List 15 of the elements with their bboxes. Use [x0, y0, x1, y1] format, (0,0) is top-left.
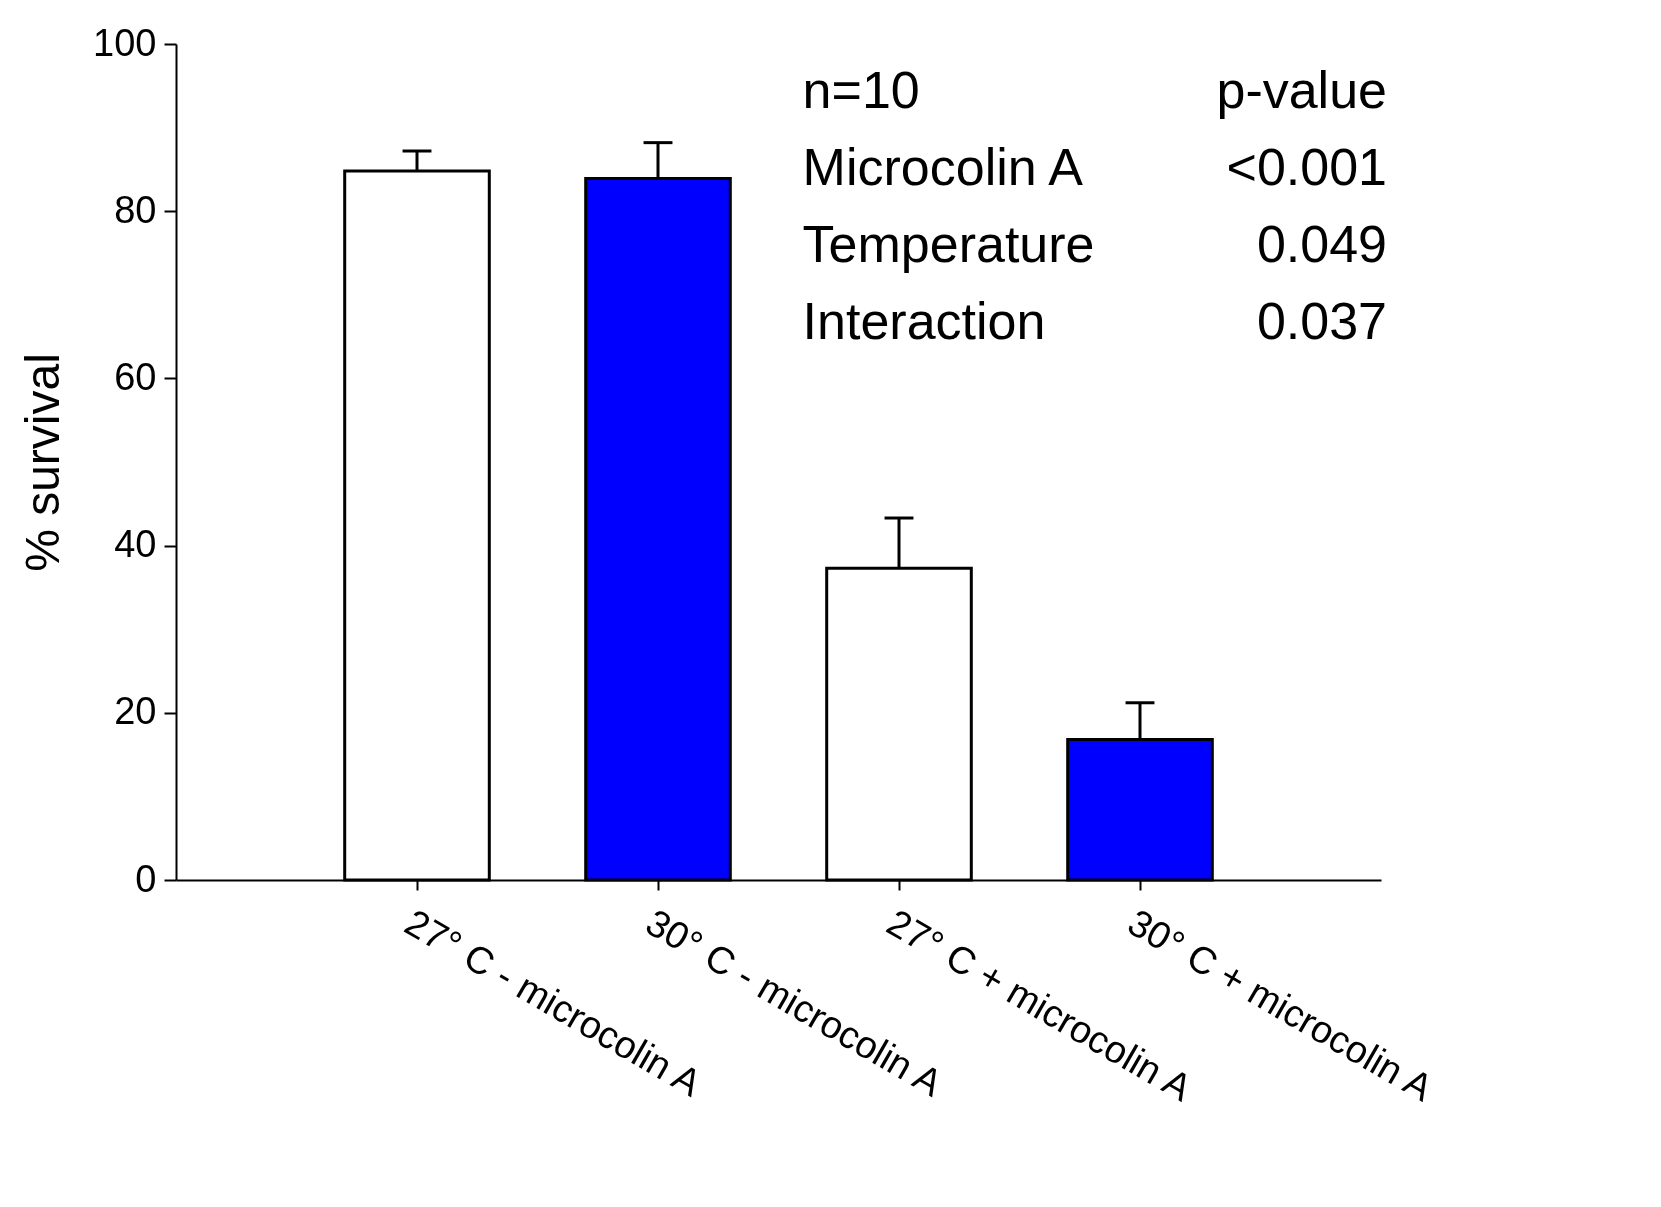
annotation: 0.049	[1256, 215, 1388, 273]
y-tick-label: 80	[114, 188, 157, 231]
annotation: n=10	[802, 61, 920, 119]
y-tick-label: 20	[114, 690, 157, 733]
annotation: Interaction	[802, 292, 1046, 350]
y-tick-label: 40	[114, 523, 157, 566]
annotation: <0.001	[1226, 138, 1388, 196]
y-tick-label: 60	[114, 355, 157, 398]
y-tick-label: 100	[93, 21, 157, 64]
annotation: p-value	[1216, 61, 1388, 119]
y-axis-title: % survival	[16, 353, 70, 572]
y-tick-label: 0	[135, 857, 157, 900]
annotation: Temperature	[802, 215, 1095, 273]
annotation: Microcolin A	[802, 138, 1084, 196]
annotation: 0.037	[1256, 292, 1388, 350]
